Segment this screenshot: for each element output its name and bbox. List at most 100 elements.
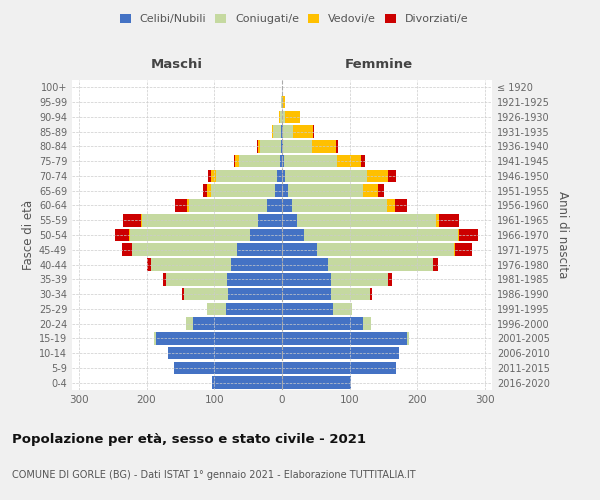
Bar: [212, 376, 282, 389]
Bar: [130, 228, 250, 241]
Bar: [458, 228, 460, 241]
Bar: [208, 184, 211, 197]
Bar: [288, 184, 362, 197]
Bar: [407, 332, 409, 344]
Bar: [282, 376, 351, 389]
Bar: [173, 362, 282, 374]
Bar: [282, 110, 285, 123]
Bar: [142, 214, 257, 226]
Bar: [292, 199, 387, 212]
Legend: Celibi/Nubili, Coniugati/e, Vedovi/e, Divorziati/e: Celibi/Nubili, Coniugati/e, Vedovi/e, Di…: [116, 10, 472, 28]
Bar: [281, 96, 282, 108]
Bar: [455, 244, 472, 256]
Bar: [277, 170, 282, 182]
Bar: [146, 258, 151, 271]
Bar: [282, 302, 333, 315]
Bar: [122, 244, 131, 256]
Bar: [260, 140, 281, 152]
Bar: [129, 228, 130, 241]
Bar: [275, 184, 282, 197]
Bar: [234, 155, 235, 168]
Text: COMUNE DI GORLE (BG) - Dati ISTAT 1° gennaio 2021 - Elaborazione TUTTITALIA.IT: COMUNE DI GORLE (BG) - Dati ISTAT 1° gen…: [12, 470, 416, 480]
Bar: [280, 155, 282, 168]
Bar: [331, 288, 370, 300]
Bar: [156, 332, 282, 344]
Bar: [208, 170, 211, 182]
Bar: [377, 184, 383, 197]
Y-axis label: Anni di nascita: Anni di nascita: [556, 192, 569, 278]
Bar: [282, 288, 331, 300]
Bar: [163, 273, 166, 285]
Bar: [282, 140, 283, 152]
Bar: [388, 170, 397, 182]
Bar: [284, 155, 337, 168]
Bar: [281, 126, 282, 138]
Bar: [207, 302, 208, 315]
Bar: [216, 170, 277, 182]
Bar: [281, 140, 282, 152]
Bar: [115, 228, 129, 241]
Bar: [239, 155, 280, 168]
Bar: [283, 140, 312, 152]
Bar: [235, 155, 239, 168]
Bar: [282, 96, 286, 108]
Bar: [208, 302, 226, 315]
Bar: [286, 170, 367, 182]
Bar: [189, 199, 267, 212]
Bar: [454, 244, 455, 256]
Bar: [228, 288, 282, 300]
Bar: [293, 126, 313, 138]
Bar: [388, 273, 392, 285]
Bar: [226, 302, 282, 315]
Bar: [123, 214, 141, 226]
Bar: [328, 258, 433, 271]
Bar: [363, 318, 371, 330]
Bar: [187, 199, 189, 212]
Bar: [184, 288, 228, 300]
Bar: [282, 126, 283, 138]
Bar: [282, 155, 284, 168]
Bar: [282, 170, 286, 182]
Bar: [282, 273, 331, 285]
Bar: [433, 258, 439, 271]
Bar: [362, 184, 377, 197]
Bar: [398, 347, 399, 360]
Bar: [151, 258, 230, 271]
Bar: [313, 126, 314, 138]
Bar: [227, 273, 282, 285]
Bar: [282, 347, 398, 360]
Text: Maschi: Maschi: [151, 58, 203, 70]
Bar: [182, 288, 184, 300]
Bar: [267, 199, 282, 212]
Bar: [203, 184, 208, 197]
Bar: [282, 318, 363, 330]
Text: Popolazione per età, sesso e stato civile - 2021: Popolazione per età, sesso e stato civil…: [12, 432, 366, 446]
Bar: [367, 170, 388, 182]
Bar: [460, 228, 478, 241]
Bar: [282, 362, 396, 374]
Y-axis label: Fasce di età: Fasce di età: [22, 200, 35, 270]
Bar: [333, 302, 352, 315]
Bar: [272, 126, 273, 138]
Bar: [337, 155, 361, 168]
Bar: [282, 258, 328, 271]
Bar: [317, 244, 454, 256]
Bar: [282, 214, 297, 226]
Bar: [331, 273, 388, 285]
Bar: [131, 244, 236, 256]
Bar: [361, 155, 365, 168]
Bar: [280, 110, 282, 123]
Bar: [236, 244, 282, 256]
Bar: [282, 228, 304, 241]
Bar: [141, 214, 142, 226]
Bar: [370, 288, 372, 300]
Bar: [335, 140, 338, 152]
Bar: [211, 184, 275, 197]
Bar: [273, 126, 281, 138]
Bar: [250, 228, 282, 241]
Bar: [211, 170, 216, 182]
Bar: [279, 110, 280, 123]
Bar: [282, 244, 317, 256]
Bar: [166, 273, 227, 285]
Bar: [230, 258, 282, 271]
